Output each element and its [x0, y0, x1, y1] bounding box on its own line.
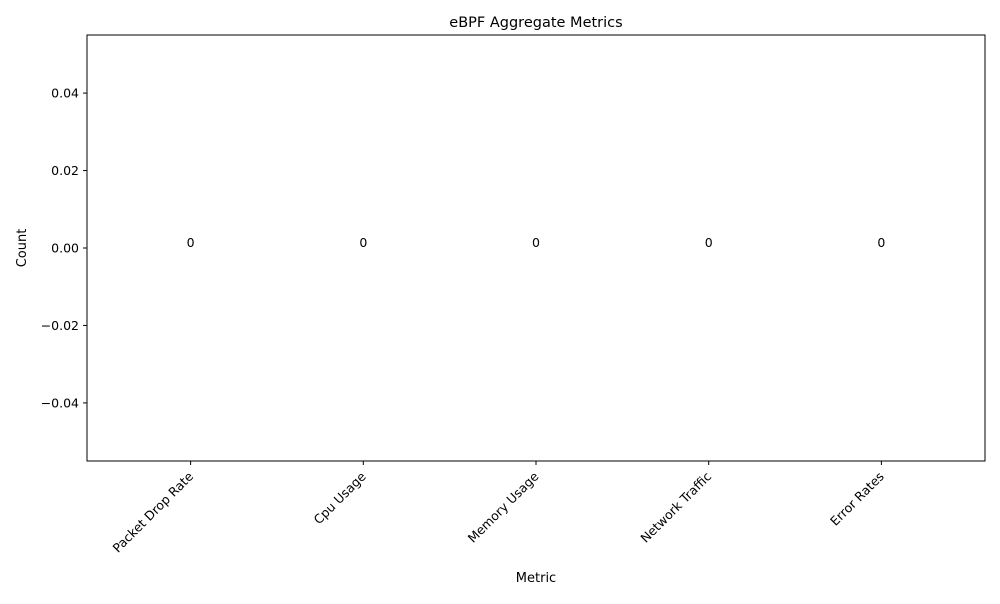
y-tick-label: −0.04	[41, 395, 79, 410]
y-tick-label: 0.02	[51, 163, 79, 178]
data-label: 0	[532, 235, 540, 250]
x-tick-label: Error Rates	[827, 469, 887, 529]
data-label: 0	[187, 235, 195, 250]
x-tick-label: Memory Usage	[465, 469, 542, 546]
data-label: 0	[877, 235, 885, 250]
data-label: 0	[705, 235, 713, 250]
chart-title: eBPF Aggregate Metrics	[449, 15, 622, 31]
y-tick-label: 0.00	[51, 241, 79, 256]
data-label: 0	[359, 235, 367, 250]
x-tick-label: Cpu Usage	[310, 469, 369, 528]
y-axis-label: Count	[15, 229, 30, 268]
x-tick-label: Network Traffic	[637, 469, 714, 546]
x-tick-label: Packet Drop Rate	[109, 469, 196, 556]
y-tick-label: −0.02	[41, 318, 79, 333]
x-axis-label: Metric	[516, 571, 556, 586]
y-tick-label: 0.04	[51, 86, 79, 101]
